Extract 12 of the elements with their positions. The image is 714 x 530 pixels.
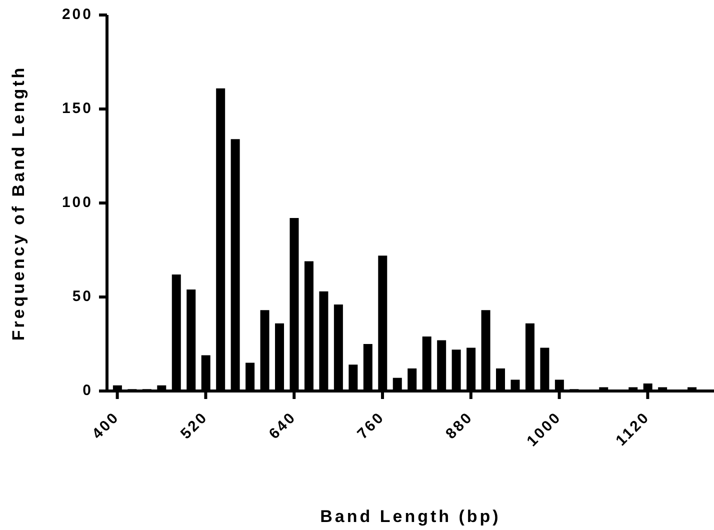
x-axis-title: Band Length (bp) xyxy=(320,507,501,526)
y-axis-title: Frequency of Band Length xyxy=(9,65,28,341)
x-tick-label: 880 xyxy=(442,408,477,443)
y-tick-label: 50 xyxy=(72,288,93,305)
x-tick-label: 520 xyxy=(177,408,212,443)
x-tick-label: 640 xyxy=(266,408,300,443)
x-tick-label: 760 xyxy=(354,408,388,443)
y-tick-label: 150 xyxy=(62,100,93,117)
x-tick-label: 400 xyxy=(88,408,123,443)
y-tick-label: 0 xyxy=(82,382,93,399)
y-tick-label: 100 xyxy=(62,194,93,211)
y-tick-label: 200 xyxy=(62,6,93,23)
